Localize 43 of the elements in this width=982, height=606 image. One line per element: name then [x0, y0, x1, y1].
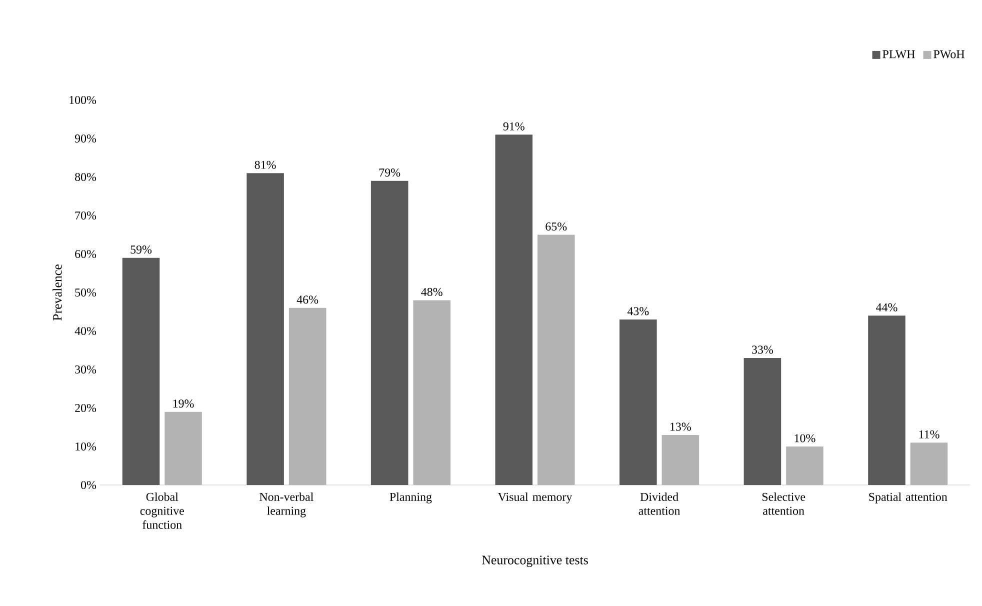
- y-tick-label: 80%: [75, 172, 96, 182]
- data-label: 19%: [173, 400, 194, 408]
- bar: [122, 258, 160, 485]
- data-label: 81%: [254, 160, 276, 169]
- data-label: 44%: [876, 303, 898, 312]
- bar: [370, 180, 408, 485]
- bar: [744, 358, 782, 485]
- y-tick-label: 90%: [74, 134, 96, 143]
- data-label: 10%: [794, 434, 816, 442]
- data-label: 13%: [670, 422, 691, 431]
- data-label: 65%: [546, 222, 567, 231]
- data-label: 59%: [130, 246, 152, 254]
- data-label: 46%: [296, 296, 318, 304]
- legend-label: PWoH: [934, 50, 964, 58]
- x-tick-label: Non-verbal learning: [260, 492, 314, 518]
- bar: [620, 319, 657, 485]
- bar: [246, 173, 284, 485]
- data-label: 91%: [503, 122, 524, 130]
- legend-label: PLWH: [882, 50, 915, 58]
- y-tick-label: 70%: [75, 211, 96, 220]
- data-label: 43%: [627, 307, 649, 316]
- x-tick-label: Selective attention: [762, 492, 806, 515]
- data-label: 11%: [919, 430, 940, 438]
- data-label: 48%: [421, 288, 442, 296]
- bar: [868, 316, 906, 485]
- x-tick-label: Spatial attention: [869, 492, 948, 504]
- y-tick-label: 60%: [75, 250, 96, 258]
- y-tick-label: 30%: [75, 365, 96, 374]
- data-label: 79%: [379, 168, 400, 177]
- bar: [495, 134, 533, 485]
- x-tick-label: Divided attention: [638, 492, 680, 515]
- data-label: 33%: [752, 346, 773, 354]
- y-axis-title: Prevalence: [52, 264, 62, 321]
- y-tick-label: 100%: [70, 96, 96, 104]
- x-axis-title: Neurocognitive tests: [482, 556, 588, 568]
- y-tick-label: 40%: [74, 326, 96, 336]
- y-tick-label: 10%: [76, 442, 96, 451]
- y-tick-label: 0%: [80, 480, 96, 490]
- x-tick-label: Visual memory: [498, 492, 572, 504]
- x-tick-label: Global cognitive function: [140, 492, 184, 529]
- x-tick-label: Planning: [390, 492, 432, 504]
- y-tick-label: 50%: [75, 288, 96, 297]
- y-tick-label: 20%: [75, 404, 96, 412]
